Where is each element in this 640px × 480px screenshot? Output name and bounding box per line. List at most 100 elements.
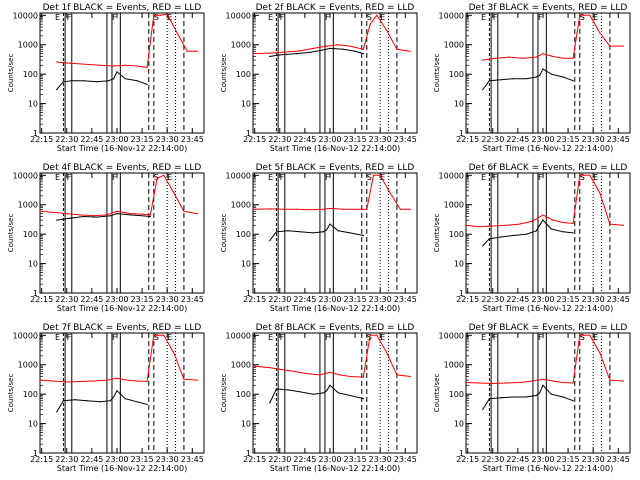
data-point [356, 208, 358, 210]
data-point [56, 219, 58, 221]
data-point [163, 174, 165, 176]
data-point [183, 378, 185, 380]
time-marker-label: F [538, 173, 543, 182]
x-axis-label: Start Time (16-Nov-12 22:14:00) [57, 464, 187, 473]
data-point [176, 32, 178, 34]
data-point [116, 71, 118, 73]
y-tick-label: 100 [236, 390, 251, 399]
data-point [329, 223, 331, 225]
data-point [116, 377, 118, 379]
y-tick-label: 100 [236, 230, 251, 239]
data-point [252, 365, 254, 367]
x-tick-label: 23:45 [181, 295, 204, 304]
data-point [56, 411, 58, 413]
data-point [396, 374, 398, 376]
data-point [129, 214, 131, 216]
data-point [572, 222, 574, 225]
data-point [66, 62, 68, 64]
data-point [362, 48, 365, 50]
data-point [552, 55, 554, 58]
data-point [146, 66, 148, 68]
time-marker-label: F [325, 13, 330, 22]
y-axis-label: Counts/sec [7, 374, 15, 413]
chart-panel-6: Det 6f BLACK = Events, RED = LLD 1 10 100 10… [433, 163, 631, 313]
data-point [141, 213, 143, 215]
data-point [92, 380, 95, 382]
chart-panel-9: Det 9f BLACK = Events, RED = LLD 1 10 100 10… [433, 323, 631, 473]
x-tick-label: 22:45 [506, 455, 529, 464]
data-point [124, 78, 126, 80]
data-point [86, 400, 88, 402]
data-point [56, 88, 58, 91]
data-point [562, 231, 564, 233]
data-point [550, 393, 552, 395]
x-tick-label: 22:30 [481, 455, 504, 464]
data-point [312, 232, 314, 234]
data-point [550, 73, 552, 75]
plot-frame [252, 332, 418, 454]
data-point [362, 234, 365, 237]
data-point [539, 74, 541, 77]
data-point [109, 400, 111, 402]
data-point [295, 53, 298, 55]
y-tick-label: 100 [23, 390, 38, 399]
data-point [99, 64, 101, 66]
data-point [366, 208, 368, 210]
data-point [525, 233, 527, 235]
time-marker-label: S [580, 173, 585, 182]
data-point [166, 13, 168, 15]
data-point [129, 213, 131, 215]
y-tick-label: 10000 [13, 11, 38, 20]
chart-title: Det 6f BLACK = Events, RED = LLD [469, 163, 628, 173]
data-point [362, 53, 365, 55]
x-axis-label: Start Time (16-Nov-12 22:14:00) [270, 144, 400, 153]
data-point [159, 14, 162, 16]
time-marker-label: E [380, 13, 385, 22]
y-axis-label: Counts/sec [433, 214, 441, 253]
data-point [482, 59, 484, 61]
time-marker-label: S [580, 333, 585, 342]
y-tick-label: 1000 [231, 201, 251, 210]
data-point [329, 207, 331, 210]
chart-panel-8: Det 8f BLACK = Events, RED = LLD 1 10 100 10… [220, 323, 418, 473]
data-point [173, 352, 175, 354]
y-tick-label: 10 [241, 420, 251, 429]
x-tick-label: 22:45 [506, 295, 529, 304]
data-point [113, 78, 115, 80]
data-point [312, 393, 314, 395]
x-tick-label: 22:45 [506, 135, 529, 144]
x-tick-label: 23:00 [531, 135, 554, 144]
data-point [136, 401, 138, 403]
x-tick-label: 23:00 [531, 455, 554, 464]
data-point [376, 14, 378, 16]
data-point [329, 47, 331, 50]
x-axis-label: Start Time (16-Nov-12 22:14:00) [483, 304, 613, 313]
time-marker-label: F [112, 333, 117, 342]
y-tick-label: 10 [454, 260, 464, 269]
y-tick-label: 10 [241, 100, 251, 109]
data-point [279, 368, 281, 370]
chart-title: Det 5f BLACK = Events, RED = LLD [256, 163, 415, 173]
x-tick-label: 22:30 [55, 455, 78, 464]
time-marker-label: S [154, 173, 159, 182]
data-point [522, 57, 524, 59]
data-point [279, 54, 281, 56]
y-tick-label: 10000 [13, 171, 38, 180]
data-point [299, 50, 301, 52]
time-marker-label: E [167, 13, 172, 22]
x-axis-label: Start Time (16-Nov-12 22:14:00) [57, 304, 187, 313]
data-point [163, 334, 165, 336]
data-point [196, 213, 198, 215]
data-point [275, 388, 278, 390]
data-point [354, 50, 356, 52]
y-tick-label: 10000 [226, 11, 251, 20]
data-point [309, 209, 311, 211]
y-tick-label: 10000 [226, 331, 251, 340]
data-point [399, 208, 401, 210]
time-marker-label: F [493, 173, 498, 182]
plot-frame [39, 12, 205, 134]
series-line-1 [482, 68, 574, 90]
chart-panel-4: Det 4f BLACK = Events, RED = LLD 1 10 100 10… [7, 163, 205, 313]
time-marker-label: F [538, 13, 543, 22]
x-tick-label: 23:15 [344, 295, 367, 304]
